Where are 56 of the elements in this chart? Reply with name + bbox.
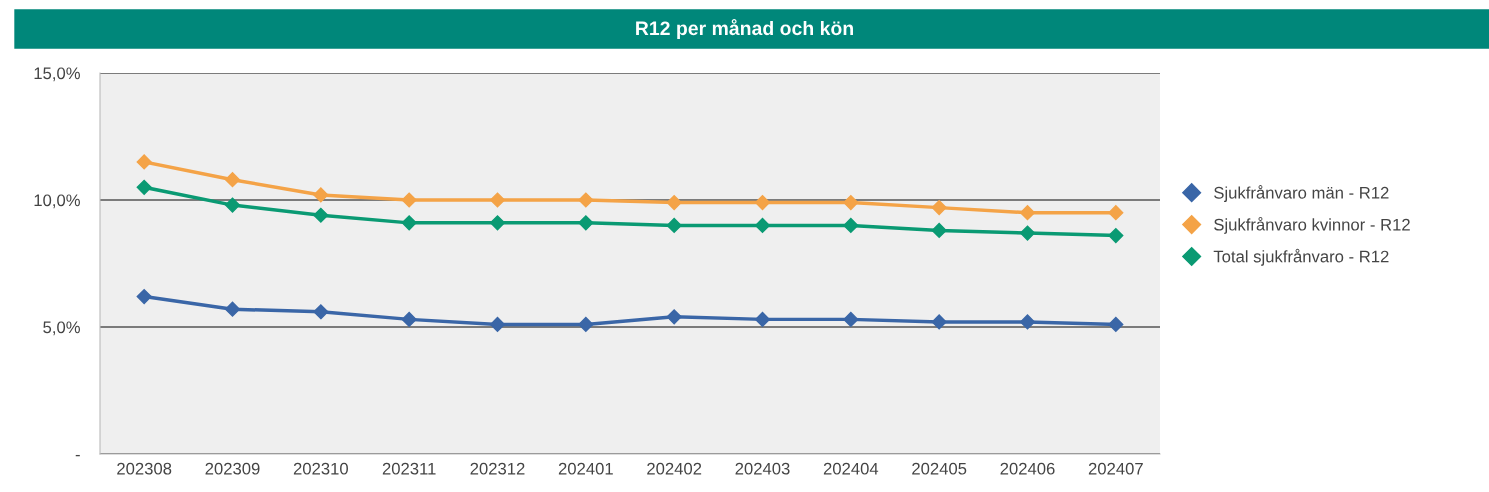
legend-label: Sjukfrånvaro män - R12	[1214, 185, 1389, 202]
x-tick-label: 202405	[912, 462, 967, 475]
point	[578, 192, 594, 208]
legend-label: Total sjukfrånvaro - R12	[1213, 248, 1389, 266]
point	[313, 304, 329, 320]
point	[578, 316, 594, 333]
point	[224, 197, 241, 213]
x-tick-label: 202309	[205, 462, 260, 475]
point	[931, 314, 947, 330]
x-tick-label: 202311	[382, 462, 436, 475]
point	[224, 172, 241, 188]
x-tick-label: 202312	[470, 462, 525, 475]
point	[666, 217, 682, 233]
point	[666, 309, 682, 325]
point	[1108, 316, 1124, 333]
y-tick-label: 10,0%	[34, 194, 80, 209]
point	[1019, 314, 1036, 330]
x-tick-label: 202310	[293, 462, 348, 475]
point	[489, 316, 506, 333]
point	[666, 194, 682, 211]
point	[489, 192, 506, 208]
x-tick-label: 202403	[735, 462, 790, 475]
point	[754, 311, 771, 327]
point	[313, 187, 329, 203]
point	[843, 194, 859, 211]
point	[1019, 225, 1036, 241]
point	[754, 217, 771, 233]
x-tick-label: 202407	[1088, 462, 1143, 475]
point	[843, 217, 859, 233]
x-tick-label: 202406	[1000, 462, 1055, 475]
point	[843, 311, 859, 327]
x-tick-label: 202402	[647, 462, 702, 475]
x-tick-label: 202404	[823, 462, 879, 475]
point	[578, 215, 594, 231]
chart-title: R12 per månad och kön	[636, 18, 853, 40]
legend-label: Sjukfrånvaro kvinnor - R12	[1214, 216, 1410, 234]
y-tick-label: -	[75, 454, 80, 457]
point	[136, 288, 152, 305]
point	[754, 194, 771, 211]
point	[401, 192, 417, 208]
point	[1108, 227, 1124, 244]
point	[401, 215, 417, 231]
y-tick-label: 5,0%	[43, 321, 80, 336]
point	[1108, 205, 1124, 221]
point	[136, 154, 152, 170]
point	[401, 311, 417, 327]
point	[931, 222, 947, 239]
point	[313, 207, 329, 223]
x-tick-label: 202308	[117, 462, 172, 475]
point	[224, 301, 241, 317]
point	[489, 215, 506, 231]
point	[931, 200, 947, 216]
point	[1019, 205, 1036, 221]
x-tick-label: 202401	[558, 462, 613, 475]
point	[136, 179, 152, 195]
y-tick-label: 15,0%	[34, 67, 80, 82]
